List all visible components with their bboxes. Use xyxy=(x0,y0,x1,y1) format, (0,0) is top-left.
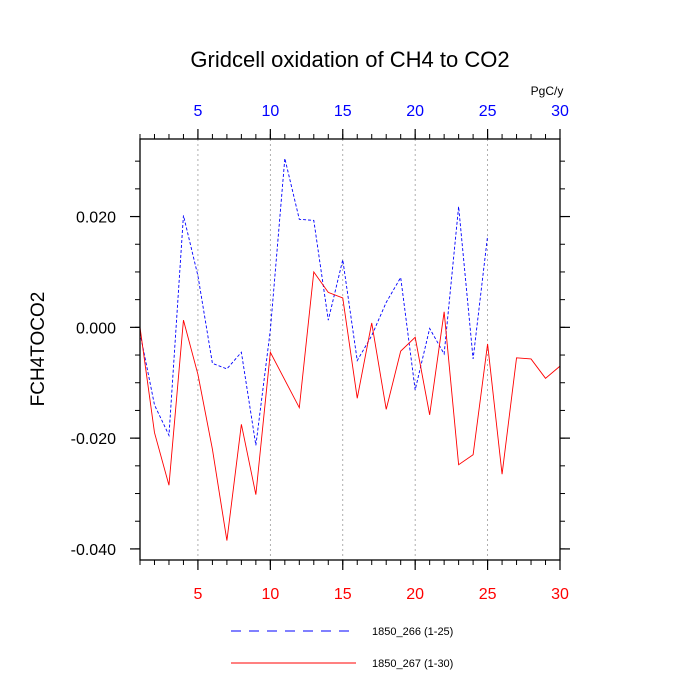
major-ticks xyxy=(130,129,570,570)
units-label: PgC/y xyxy=(531,84,564,98)
legend: 1850_266 (1-25) 1850_267 (1-30) xyxy=(231,626,453,670)
bottom-tick-label: 25 xyxy=(479,586,497,603)
series-line-2 xyxy=(139,270,561,541)
top-tick-label: 20 xyxy=(406,103,424,120)
y-tick-label: 0.000 xyxy=(76,320,116,337)
legend-label-2: 1850_267 (1-30) xyxy=(372,658,453,670)
tick-labels: 0.020 0.000 -0.020 -0.040 5 10 15 20 25 30 5 10 15 20… xyxy=(71,103,569,603)
bottom-tick-label: 5 xyxy=(193,586,202,603)
series-line-1 xyxy=(139,158,489,446)
y-tick-label: -0.040 xyxy=(71,542,116,559)
top-tick-label: 25 xyxy=(479,103,497,120)
legend-label-1: 1850_266 (1-25) xyxy=(372,626,453,638)
top-tick-label: 15 xyxy=(334,103,352,120)
bottom-tick-label: 30 xyxy=(551,586,569,603)
top-tick-label: 30 xyxy=(551,103,569,120)
y-tick-label: -0.020 xyxy=(71,431,116,448)
bottom-tick-label: 15 xyxy=(334,586,352,603)
bottom-tick-label: 20 xyxy=(406,586,424,603)
series-layer xyxy=(139,158,561,541)
bottom-tick-label: 10 xyxy=(261,586,279,603)
y-tick-label: 0.020 xyxy=(76,210,116,227)
top-tick-label: 10 xyxy=(261,103,279,120)
y-axis-label: FCH4TOCO2 xyxy=(28,292,49,407)
grid xyxy=(197,139,488,560)
plot-frame xyxy=(139,138,561,561)
top-tick-label: 5 xyxy=(193,103,202,120)
chart-title: Gridcell oxidation of CH4 to CO2 xyxy=(190,47,509,72)
